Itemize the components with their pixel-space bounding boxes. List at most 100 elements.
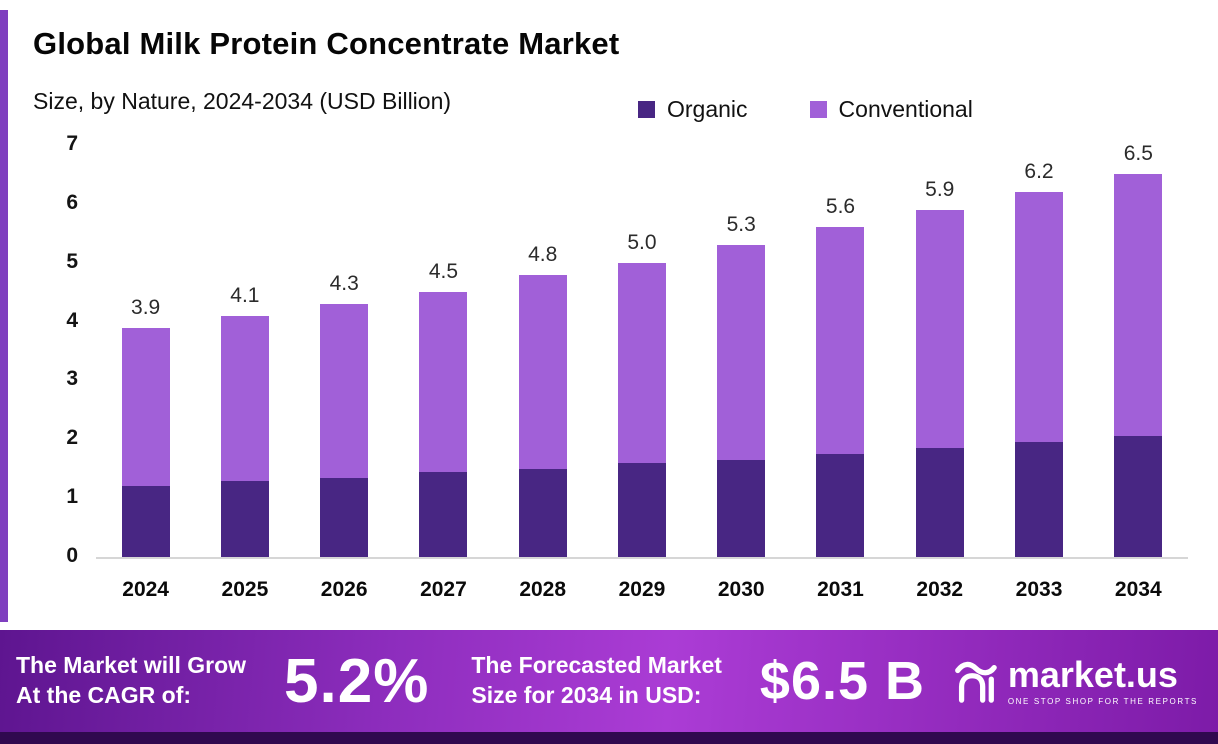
x-axis-label-2033: 2033 bbox=[1015, 578, 1063, 601]
footer-banner: The Market will Grow At the CAGR of: 5.2… bbox=[0, 630, 1218, 732]
bar-total-label: 4.8 bbox=[528, 242, 558, 266]
bar-segment-conventional bbox=[121, 327, 170, 487]
bar-group-2024: 3.9 bbox=[96, 145, 195, 557]
legend-label: Organic bbox=[667, 96, 748, 122]
bar-total-label: 5.3 bbox=[726, 213, 756, 237]
y-tick-label: 0 bbox=[66, 544, 78, 567]
bar-stack bbox=[320, 303, 369, 557]
bar-stack bbox=[1114, 174, 1163, 557]
bar-stack bbox=[121, 327, 170, 557]
chart-title: Global Milk Protein Concentrate Market bbox=[33, 26, 620, 61]
bar-stack bbox=[816, 227, 865, 557]
brand-text: market.us ONE STOP SHOP FOR THE REPORTS bbox=[1007, 653, 1198, 706]
bar-segment-organic bbox=[617, 462, 666, 557]
legend-item-organic: Organic bbox=[638, 96, 748, 123]
bar-segment-conventional bbox=[518, 274, 567, 469]
plot-area: 3.9 4.1 4.3 4.5 4.8 5.0 5.3 5.6 5.9 6.2 6.5 bbox=[96, 142, 1188, 559]
bar-total-label: 6.5 bbox=[1123, 142, 1153, 166]
legend-swatch-icon bbox=[809, 101, 827, 118]
forecast-label: The Forecasted Market Size for 2034 in U… bbox=[471, 651, 722, 711]
bar-segment-conventional bbox=[220, 315, 269, 481]
y-tick-label: 7 bbox=[66, 132, 78, 155]
bar-group-2033: 6.2 bbox=[989, 145, 1088, 557]
bottom-strip bbox=[0, 732, 1218, 744]
bar-segment-conventional bbox=[717, 245, 766, 460]
x-axis-label-2025: 2025 bbox=[221, 578, 269, 601]
legend-item-conventional: Conventional bbox=[809, 96, 973, 123]
bar-stack bbox=[220, 315, 269, 557]
y-tick-label: 2 bbox=[66, 426, 78, 450]
x-axis: 2024 2025 2026 2027 2028 2029 2030 2031 2032 2033… bbox=[96, 578, 1188, 602]
bar-total-label: 4.3 bbox=[329, 271, 359, 295]
bar-group-2027: 4.5 bbox=[394, 145, 493, 557]
chart-subtitle: Size, by Nature, 2024-2034 (USD Billion) bbox=[33, 88, 452, 114]
x-axis-label-2031: 2031 bbox=[817, 578, 864, 601]
cagr-label: The Market will Grow At the CAGR of: bbox=[16, 651, 246, 711]
bar-segment-conventional bbox=[915, 209, 964, 449]
cagr-label-line1: The Market will Grow bbox=[16, 652, 247, 679]
bar-group-2026: 4.3 bbox=[295, 145, 394, 557]
bar-total-label: 3.9 bbox=[131, 295, 161, 319]
bar-segment-conventional bbox=[419, 292, 468, 472]
bar-segment-organic bbox=[518, 468, 567, 557]
bar-stack bbox=[717, 245, 766, 557]
bar-stack bbox=[915, 209, 964, 557]
bar-total-label: 4.1 bbox=[230, 283, 260, 307]
legend-label: Conventional bbox=[838, 96, 973, 122]
bar-stack bbox=[617, 262, 666, 557]
x-axis-label-2030: 2030 bbox=[717, 578, 765, 601]
bar-stack bbox=[518, 274, 567, 557]
x-axis-label-2028: 2028 bbox=[519, 578, 567, 601]
bar-segment-conventional bbox=[816, 227, 865, 454]
bar-group-2031: 5.6 bbox=[791, 145, 890, 557]
x-axis-label-2029: 2029 bbox=[618, 578, 666, 601]
bar-segment-organic bbox=[121, 486, 170, 557]
cagr-value: 5.2% bbox=[284, 646, 430, 716]
bar-segment-organic bbox=[816, 454, 865, 557]
bar-segment-conventional bbox=[320, 303, 369, 478]
cagr-label-line2: At the CAGR of: bbox=[16, 682, 192, 708]
marketus-logo-icon bbox=[954, 661, 997, 703]
bar-stack bbox=[1015, 192, 1064, 557]
bar-group-2034: 6.5 bbox=[1089, 142, 1188, 557]
x-axis-label-2026: 2026 bbox=[320, 578, 368, 601]
bar-total-label: 5.9 bbox=[925, 177, 955, 201]
y-tick-label: 3 bbox=[66, 367, 78, 391]
x-axis-label-2032: 2032 bbox=[916, 578, 964, 601]
bar-group-2025: 4.1 bbox=[195, 145, 294, 557]
bar-group-2030: 5.3 bbox=[692, 145, 791, 557]
legend-swatch-icon bbox=[638, 101, 655, 118]
y-tick-label: 6 bbox=[66, 190, 78, 214]
bar-segment-organic bbox=[419, 471, 468, 557]
bar-segment-conventional bbox=[1015, 192, 1064, 443]
bar-stack bbox=[419, 292, 468, 557]
y-tick-label: 4 bbox=[66, 308, 78, 332]
bar-segment-organic bbox=[717, 459, 766, 557]
bar-group-2032: 5.9 bbox=[890, 145, 989, 557]
x-axis-label-2027: 2027 bbox=[420, 578, 467, 601]
bar-segment-conventional bbox=[617, 262, 666, 463]
y-axis: 0 1 2 3 4 5 6 7 bbox=[30, 0, 78, 600]
bars-container: 3.9 4.1 4.3 4.5 4.8 5.0 5.3 5.6 5.9 6.2 6.5 bbox=[96, 142, 1188, 557]
bar-segment-organic bbox=[1015, 442, 1064, 557]
bar-segment-conventional bbox=[1114, 174, 1163, 437]
marketus-brand: market.us ONE STOP SHOP FOR THE REPORTS bbox=[952, 653, 1198, 706]
bar-segment-organic bbox=[915, 448, 964, 557]
x-axis-label-2024: 2024 bbox=[122, 578, 169, 601]
bar-segment-organic bbox=[320, 477, 369, 557]
y-tick-label: 1 bbox=[66, 485, 78, 509]
left-accent-strip bbox=[0, 10, 8, 622]
x-axis-label-2034: 2034 bbox=[1114, 578, 1162, 601]
bar-total-label: 5.0 bbox=[627, 230, 657, 254]
brand-tagline: ONE STOP SHOP FOR THE REPORTS bbox=[1007, 696, 1198, 706]
forecast-value: $6.5 B bbox=[759, 651, 926, 711]
bar-total-label: 5.6 bbox=[825, 195, 856, 219]
y-tick-label: 5 bbox=[66, 249, 78, 273]
bar-total-label: 4.5 bbox=[428, 260, 459, 284]
bar-segment-organic bbox=[1114, 436, 1163, 557]
bar-segment-organic bbox=[220, 480, 269, 557]
bar-group-2029: 5.0 bbox=[592, 145, 691, 557]
brand-name: market.us bbox=[1007, 653, 1178, 695]
bar-group-2028: 4.8 bbox=[493, 145, 592, 557]
